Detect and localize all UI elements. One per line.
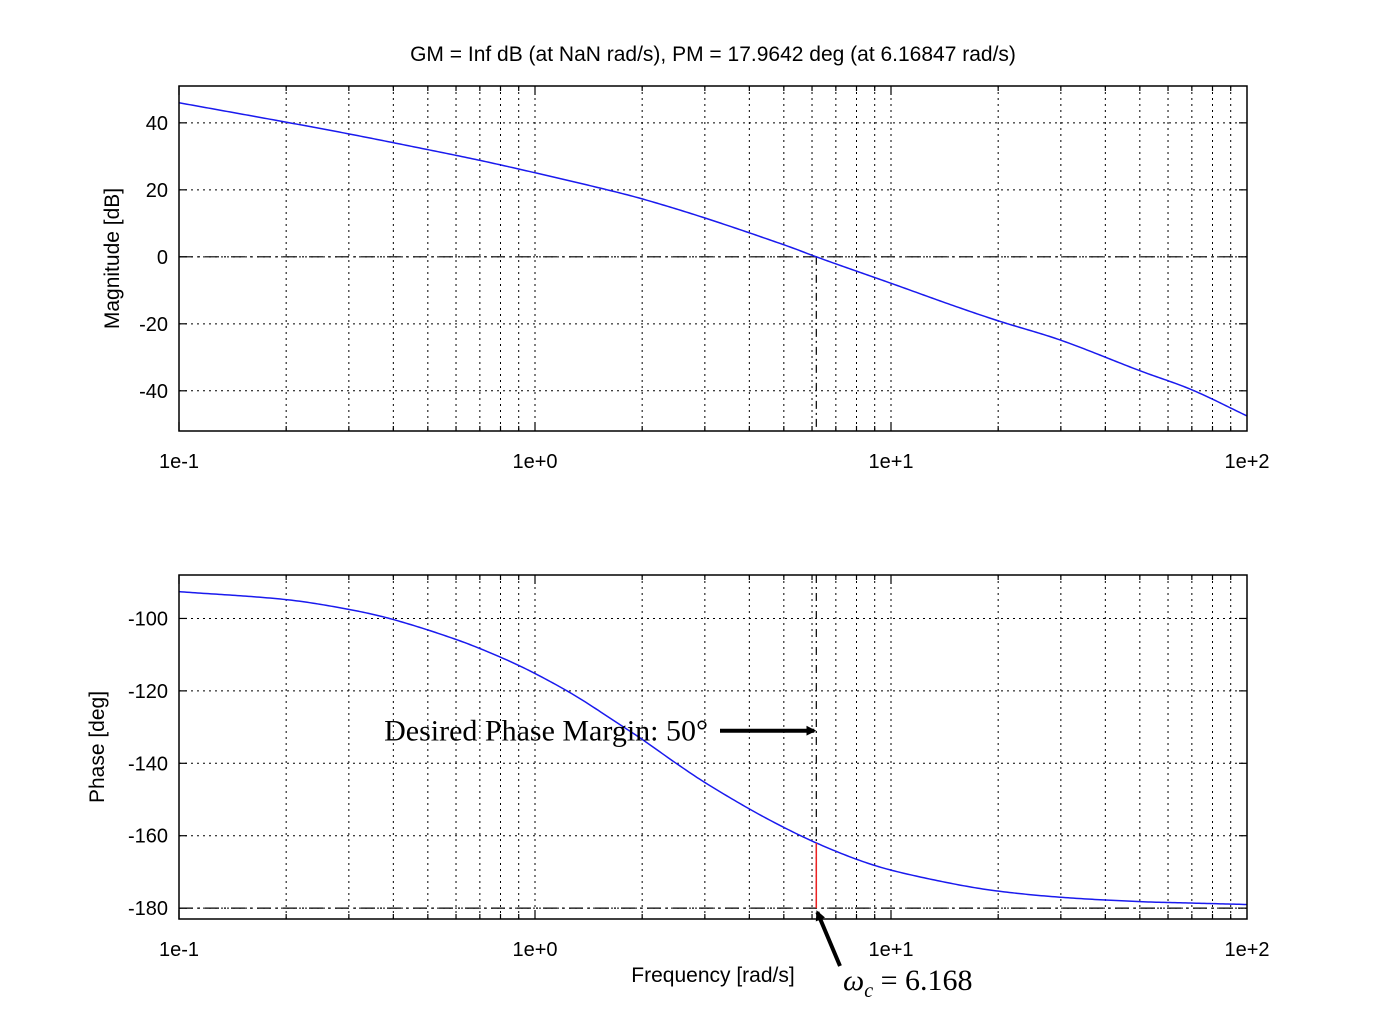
omega-c-arrow bbox=[815, 910, 842, 967]
magnitude-axes-frame bbox=[178, 85, 1248, 432]
magnitude-y-tick-label: 20 bbox=[146, 180, 168, 202]
figure-title: GM = Inf dB (at NaN rad/s), PM = 17.9642… bbox=[410, 43, 1016, 66]
phase-curve bbox=[178, 590, 1248, 906]
phase-y-tick-label: -180 bbox=[128, 898, 168, 920]
magnitude-plot: 1e-1 1e+0 1e+1 1e+2 40 20 0 -20 -40 Magnitude [… bbox=[101, 85, 1270, 473]
magnitude-y-tick-label: -20 bbox=[139, 314, 168, 336]
phase-y-tick-label: -140 bbox=[128, 753, 168, 775]
phase-x-tick-label: 1e+2 bbox=[1224, 939, 1269, 961]
omega-c-annotation: ωc = 6.168 bbox=[843, 964, 973, 1002]
phase-y-tick-label: -120 bbox=[128, 681, 168, 703]
magnitude-y-tick-label: 40 bbox=[146, 113, 168, 135]
phase-y-tick-label: -100 bbox=[128, 608, 168, 630]
phase-grid bbox=[178, 575, 1247, 919]
magnitude-y-tick-label: 0 bbox=[157, 247, 168, 269]
magnitude-y-axis-label: Magnitude [dB] bbox=[101, 188, 124, 329]
magnitude-x-tick-label: 1e+1 bbox=[868, 451, 913, 473]
phase-x-tick-label: 1e+1 bbox=[868, 939, 913, 961]
phase-x-tick-label: 1e-1 bbox=[159, 939, 199, 961]
phase-plot: 1e-1 1e+0 1e+1 1e+2 -100 -120 -140 -160 -180 Ph… bbox=[86, 574, 1270, 987]
desired-phase-margin-annotation: Desired Phase Margin: 50° bbox=[384, 715, 708, 748]
phase-y-tick-label: -160 bbox=[128, 826, 168, 848]
phase-x-tick-labels: 1e-1 1e+0 1e+1 1e+2 bbox=[159, 939, 1270, 961]
phase-x-tick-label: 1e+0 bbox=[512, 939, 557, 961]
magnitude-curve bbox=[178, 102, 1248, 417]
magnitude-x-tick-label: 1e+0 bbox=[512, 451, 557, 473]
magnitude-y-tick-labels: 40 20 0 -20 -40 bbox=[139, 113, 168, 403]
phase-y-axis-label: Phase [deg] bbox=[86, 691, 109, 803]
phase-axes-frame bbox=[178, 574, 1248, 920]
magnitude-grid bbox=[178, 86, 1247, 431]
phase-y-tick-labels: -100 -120 -140 -160 -180 bbox=[128, 608, 168, 920]
magnitude-x-tick-label: 1e+2 bbox=[1224, 451, 1269, 473]
magnitude-tick-marks bbox=[178, 86, 1247, 431]
omega-value: = 6.168 bbox=[873, 964, 972, 997]
phase-tick-marks bbox=[178, 575, 1247, 919]
phase-x-axis-label: Frequency [rad/s] bbox=[631, 964, 794, 987]
magnitude-x-tick-labels: 1e-1 1e+0 1e+1 1e+2 bbox=[159, 451, 1270, 473]
omega-symbol: ω bbox=[843, 964, 864, 997]
magnitude-x-tick-label: 1e-1 bbox=[159, 451, 199, 473]
omega-subscript: c bbox=[864, 980, 873, 1002]
magnitude-y-tick-label: -40 bbox=[139, 381, 168, 403]
